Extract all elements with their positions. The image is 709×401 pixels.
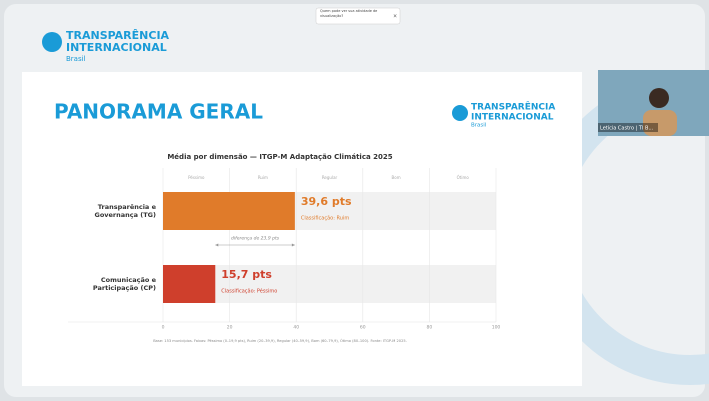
- bar: [163, 265, 216, 303]
- row-background: [163, 265, 496, 303]
- category-label: Comunicação e Participação (CP): [92, 276, 156, 292]
- close-button[interactable]: ×: [393, 14, 397, 20]
- logo-icon: [42, 32, 62, 52]
- value-label: 15,7 pts: [221, 268, 272, 281]
- band-label: Ótimo: [457, 175, 470, 180]
- bar: [163, 192, 295, 230]
- notification[interactable]: [315, 7, 401, 25]
- band-label: Bom: [392, 175, 401, 180]
- x-tick-label: 60: [360, 325, 366, 331]
- x-tick-label: 100: [492, 325, 501, 331]
- participant-body: [643, 110, 677, 136]
- logo-country: Brasil: [66, 55, 86, 63]
- x-tick-label: 20: [227, 325, 233, 331]
- slide-logo-icon: [452, 105, 468, 121]
- chart: 0 20 40 60 80 100 Péssimo Ruim Regular Bom Ótimo 39…: [68, 168, 500, 331]
- logo-text: INTERNACIONAL: [66, 41, 167, 54]
- notification-text: Quem pode ver sua atividade de visualiza…: [320, 9, 378, 18]
- slide-logo-country: Brasil: [471, 123, 487, 129]
- participant-label-bg: [598, 123, 658, 132]
- category-label-box: Transparência e Governança (TG): [94, 203, 156, 219]
- participant-name: Letícia Castro | TI B...: [600, 125, 654, 132]
- category-label: Transparência e Governança (TG): [94, 203, 156, 219]
- notification-box: Quem pode ver sua atividade de visualiza…: [320, 9, 378, 18]
- slide-logo-text: TRANSPARÊNCIA: [471, 101, 555, 113]
- chart-title: Média por dimensão — ITGP-M Adaptação Cl…: [167, 153, 392, 161]
- x-tick-label: 80: [427, 325, 433, 331]
- category-label-box: Comunicação e Participação (CP): [92, 276, 156, 292]
- band-label: Regular: [322, 175, 338, 180]
- value-label: 39,6 pts: [301, 195, 352, 208]
- classification-label: Classificação: Péssimo: [221, 288, 277, 295]
- footnote: Base: 153 municípios. Faixas: Péssimo (0…: [153, 338, 407, 343]
- band-label: Ruim: [258, 175, 268, 180]
- participant-head: [649, 88, 669, 108]
- x-tick-label: 0: [162, 325, 165, 331]
- x-tick-label: 40: [293, 325, 299, 331]
- slide-logo-text: INTERNACIONAL: [471, 113, 554, 123]
- classification-label: Classificação: Ruim: [301, 216, 349, 222]
- annotation: diferença de 23,9 pts: [231, 236, 280, 242]
- logo-text: TRANSPARÊNCIA: [66, 29, 170, 42]
- slide-title: PANORAMA GERAL: [54, 100, 263, 124]
- band-label: Péssimo: [188, 175, 205, 180]
